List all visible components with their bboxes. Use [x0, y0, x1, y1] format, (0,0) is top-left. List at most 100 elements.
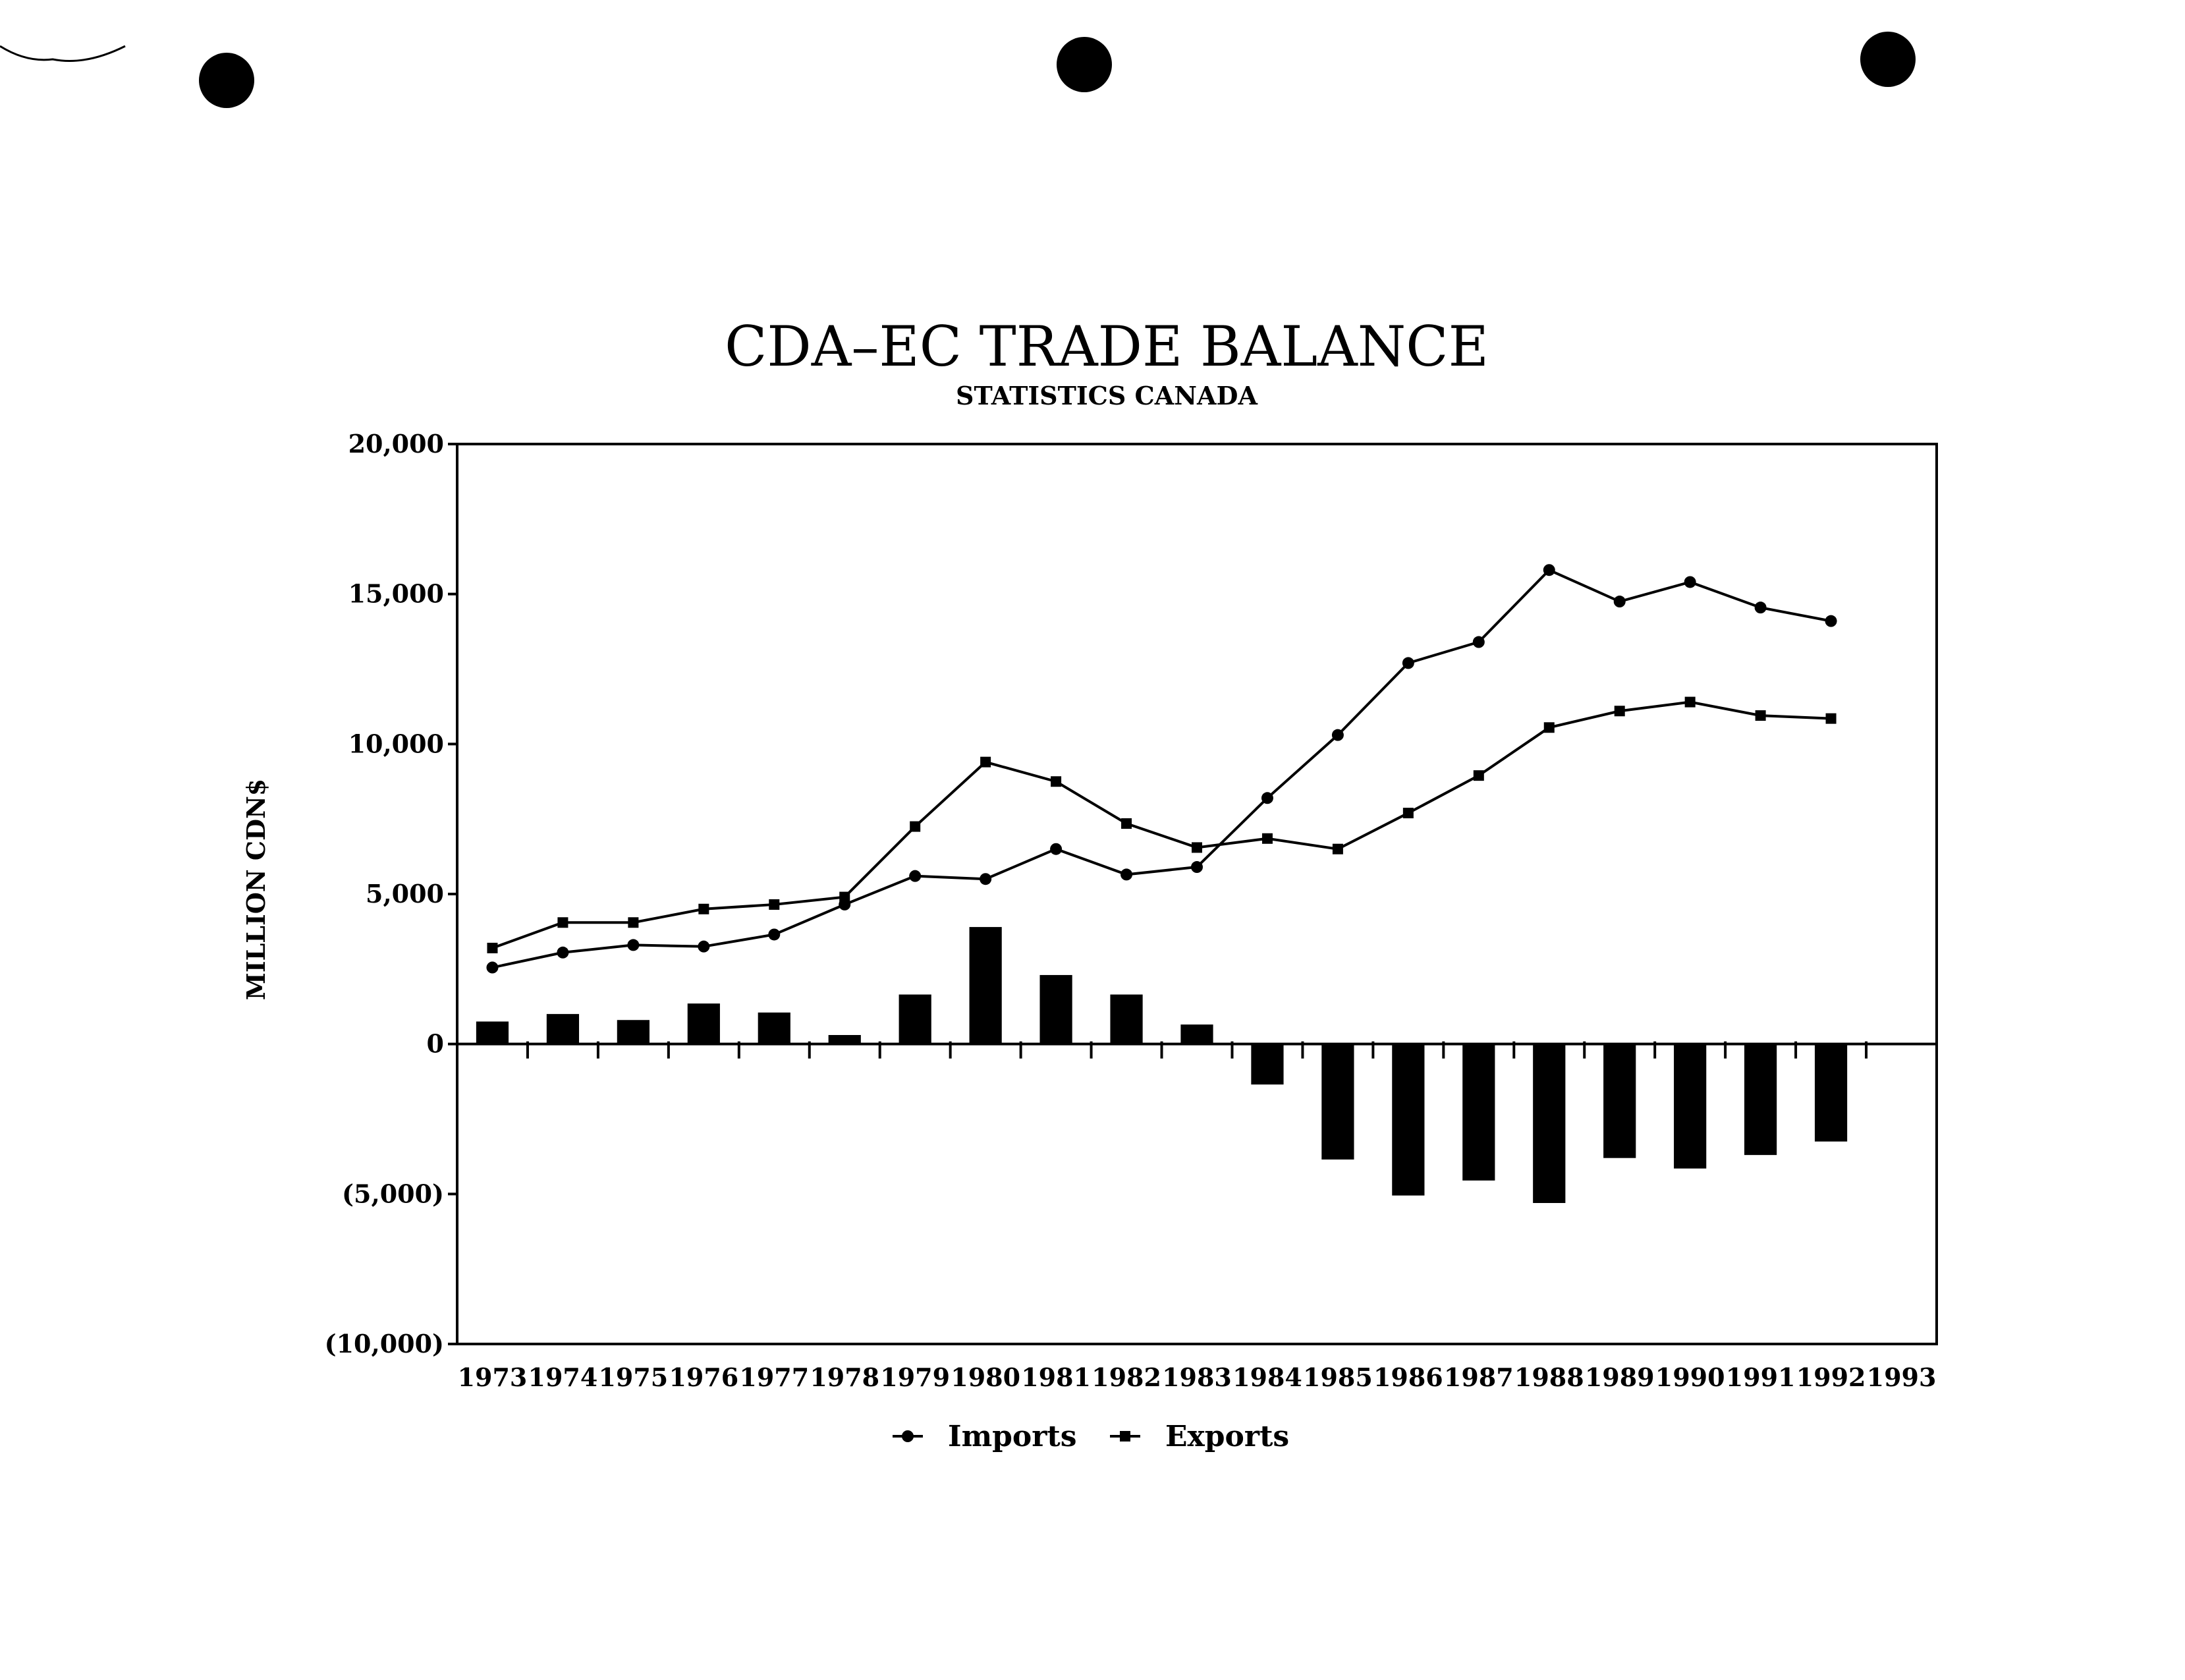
- scan-edge-mark: [0, 45, 126, 62]
- balance-bar: [687, 1003, 720, 1044]
- plot-frame: [456, 443, 1938, 1345]
- y-tick-label: 0: [427, 1029, 444, 1059]
- point-imports: [557, 946, 569, 959]
- x-tick-label: 1973: [458, 1362, 528, 1392]
- y-tick-label: 20,000: [348, 429, 444, 459]
- balance-bar: [1674, 1044, 1707, 1169]
- balance-bar: [1251, 1044, 1284, 1085]
- point-imports: [1543, 564, 1555, 576]
- x-tick-label: 1989: [1585, 1362, 1655, 1392]
- chart-subtitle: STATISTICS CANADA: [956, 381, 1258, 410]
- y-tick-label: (10,000): [325, 1329, 444, 1358]
- point-exports: [980, 756, 991, 768]
- legend-label-imports: Imports: [948, 1420, 1077, 1453]
- point-exports: [1755, 710, 1766, 721]
- y-axis-label: MILLION CDN$: [241, 779, 271, 1001]
- point-imports: [1120, 868, 1133, 881]
- series-lines: [486, 564, 1837, 974]
- x-tick-label: 1993: [1867, 1362, 1937, 1392]
- point-exports: [1473, 770, 1484, 781]
- point-imports: [1402, 657, 1414, 669]
- point-exports: [769, 899, 780, 910]
- point-exports: [1051, 776, 1062, 787]
- punch-hole-center: [1057, 37, 1112, 92]
- point-exports: [1402, 808, 1414, 819]
- balance-bar: [1321, 1044, 1354, 1160]
- y-tick-label: (5,000): [342, 1179, 444, 1208]
- punch-hole-right: [1860, 32, 1916, 87]
- point-exports: [1825, 713, 1837, 724]
- balance-bar: [969, 927, 1002, 1044]
- balance-bar: [546, 1014, 580, 1044]
- x-tick-label: 1979: [880, 1362, 950, 1392]
- balance-bar: [1110, 994, 1143, 1044]
- point-exports: [557, 917, 568, 928]
- point-exports: [1261, 833, 1273, 844]
- point-exports: [698, 903, 709, 914]
- balance-bar: [476, 1021, 509, 1044]
- point-imports: [486, 961, 499, 974]
- balance-bar: [1603, 1044, 1636, 1158]
- point-imports: [1754, 602, 1767, 614]
- point-imports: [1472, 636, 1485, 648]
- balance-bar: [1039, 974, 1072, 1044]
- balance-bar: [1462, 1044, 1495, 1181]
- point-imports: [980, 873, 992, 885]
- x-tick-label: 1988: [1514, 1362, 1584, 1392]
- point-exports: [1614, 706, 1625, 717]
- chart-title: CDA–EC TRADE BALANCE: [725, 314, 1489, 379]
- x-tick-label: 1978: [810, 1362, 879, 1392]
- point-exports: [910, 821, 921, 832]
- x-tick-label: 1980: [951, 1362, 1020, 1392]
- series-line-imports: [492, 568, 1831, 969]
- y-tick-label: 10,000: [348, 729, 444, 758]
- balance-bar: [1533, 1044, 1566, 1203]
- x-tick-label: 1991: [1726, 1362, 1796, 1392]
- point-exports: [1332, 843, 1343, 854]
- punch-hole-left: [199, 53, 254, 108]
- point-imports: [909, 870, 922, 882]
- x-tick-label: 1990: [1655, 1362, 1725, 1392]
- balance-bar: [1392, 1044, 1425, 1196]
- point-imports: [1613, 596, 1626, 608]
- point-exports: [1543, 722, 1555, 733]
- legend-label-exports: Exports: [1165, 1420, 1289, 1453]
- x-tick-label: 1985: [1303, 1362, 1373, 1392]
- balance-bar: [1814, 1044, 1848, 1142]
- x-axis-ticks: 1973 1974 1975 1976 1977 1978 1979 1980 1981 1982…: [458, 1362, 1937, 1392]
- balance-bar: [1744, 1044, 1777, 1156]
- point-imports: [768, 928, 781, 941]
- series-line-exports: [491, 700, 1831, 949]
- x-tick-label: 1977: [739, 1362, 809, 1392]
- legend-marker-imports: [902, 1430, 914, 1442]
- balance-bar: [1180, 1024, 1213, 1044]
- x-tick-label: 1976: [669, 1362, 738, 1392]
- x-tick-label: 1983: [1162, 1362, 1232, 1392]
- legend-marker-exports: [1120, 1431, 1130, 1442]
- balance-bar: [828, 1035, 861, 1044]
- x-tick-label: 1987: [1444, 1362, 1514, 1392]
- x-tick-label: 1981: [1021, 1362, 1091, 1392]
- x-tick-label: 1986: [1373, 1362, 1443, 1392]
- point-exports: [1684, 696, 1696, 708]
- point-imports: [1261, 792, 1273, 804]
- point-imports: [1825, 615, 1837, 627]
- point-imports: [1684, 576, 1696, 588]
- balance-bars: [476, 927, 1848, 1203]
- x-tick-label: 1982: [1092, 1362, 1161, 1392]
- zero-axis: [457, 1041, 1938, 1059]
- balance-bar: [758, 1012, 790, 1044]
- point-imports: [1050, 843, 1063, 855]
- point-exports: [628, 917, 639, 928]
- y-axis-ticks: 20,000 15,000 10,000 5,000 0 (5,000) (10,000): [325, 429, 457, 1358]
- x-tick-label: 1975: [598, 1362, 668, 1392]
- y-tick-label: 15,000: [348, 579, 444, 609]
- point-imports: [627, 939, 640, 951]
- x-tick-label: 1984: [1232, 1362, 1302, 1392]
- balance-bar: [899, 994, 931, 1044]
- point-imports: [1191, 861, 1203, 874]
- x-tick-label: 1992: [1796, 1362, 1866, 1392]
- point-exports: [487, 942, 498, 953]
